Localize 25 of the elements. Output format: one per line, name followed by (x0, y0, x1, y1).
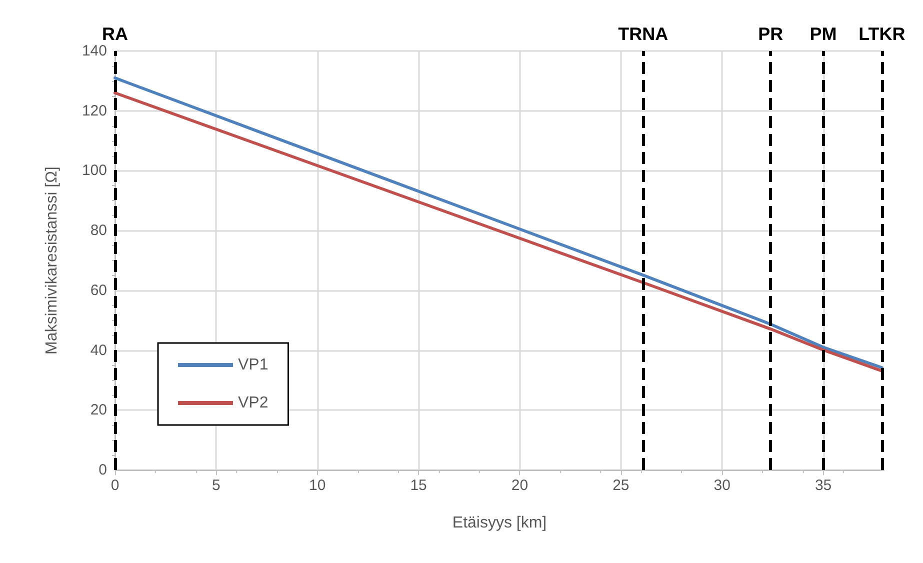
x-tick-label: 35 (814, 477, 832, 494)
ref-line-label: PR (758, 24, 784, 44)
x-tick-label: 20 (511, 477, 528, 494)
x-tick-label: 30 (714, 477, 730, 494)
x-tick-label: 10 (309, 477, 326, 494)
ref-line-label: LTKR (858, 24, 906, 44)
y-tick-label: 60 (90, 282, 107, 299)
y-tick-label: 20 (90, 402, 107, 419)
y-tick-label: 40 (90, 342, 107, 359)
x-tick-label: 25 (612, 477, 630, 494)
x-tick-label: 0 (110, 477, 120, 494)
ref-line-label: RA (102, 24, 128, 44)
ref-line-label: PM (810, 24, 837, 44)
y-axis-title: Maksimivikaresistanssi [Ω] (44, 166, 60, 354)
y-tick-label: 100 (82, 162, 107, 180)
legend-label: VP1 (238, 356, 268, 374)
y-tick-label: 80 (90, 222, 107, 240)
ref-line-label: TRNA (618, 24, 668, 44)
x-tick-label: 5 (212, 477, 220, 494)
legend-label: VP2 (238, 394, 268, 412)
x-axis-title: Etäisyys [km] (452, 514, 547, 532)
y-tick-label: 140 (82, 42, 107, 60)
y-tick-label: 0 (98, 462, 107, 478)
y-tick-label: 120 (82, 102, 107, 120)
x-tick-label: 15 (410, 477, 427, 494)
